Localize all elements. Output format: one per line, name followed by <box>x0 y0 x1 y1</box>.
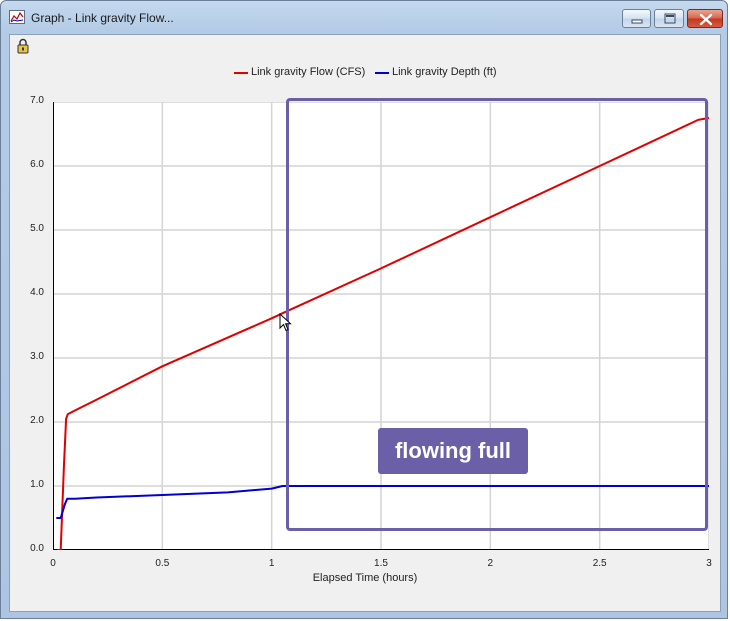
flowing-full-highlight <box>286 98 708 531</box>
series-line-flow <box>57 117 709 550</box>
x-tick-label: 2.5 <box>592 558 607 569</box>
x-tick-label: 2 <box>487 558 494 569</box>
minimize-button[interactable] <box>622 9 651 28</box>
x-tick-label: 1.5 <box>374 558 388 569</box>
close-icon <box>699 13 713 26</box>
x-tick-label: 0.5 <box>155 558 170 569</box>
series-line-depth <box>56 485 709 519</box>
x-tick-label: 3 <box>706 558 712 569</box>
x-tick-label: 1 <box>268 558 275 569</box>
legend-label-depth: Link gravity Depth (ft) <box>392 66 497 78</box>
legend-swatch-flow <box>234 72 248 74</box>
line-chart <box>53 102 709 550</box>
legend-label-flow: Link gravity Flow (CFS) <box>251 66 366 78</box>
x-axis-label: Elapsed Time (hours) <box>312 572 418 584</box>
y-tick-label: 4.0 <box>30 287 44 298</box>
maximize-icon <box>664 13 676 24</box>
y-tick-label: 0.0 <box>30 543 44 554</box>
y-tick-label: 3.0 <box>30 351 44 362</box>
graph-app-icon <box>9 10 25 24</box>
y-tick-label: 7.0 <box>30 95 44 106</box>
y-tick-label: 2.0 <box>30 415 44 426</box>
legend-swatch-depth <box>375 72 389 74</box>
y-tick-label: 6.0 <box>30 159 44 170</box>
graph-client-area: Link gravity Flow (CFS) Link gravity Dep… <box>9 34 721 612</box>
mouse-cursor-icon <box>279 313 292 332</box>
title-bar[interactable]: Graph - Link gravity Flow... <box>1 1 727 35</box>
y-tick-label: 5.0 <box>30 223 44 234</box>
minimize-icon <box>631 19 643 24</box>
flowing-full-label: flowing full <box>378 428 528 474</box>
chart-legend: Link gravity Flow (CFS) Link gravity Dep… <box>10 65 720 81</box>
x-tick-label: 0 <box>50 558 56 569</box>
maximize-button[interactable] <box>654 9 684 28</box>
lock-icon[interactable] <box>16 38 30 54</box>
plot-area[interactable] <box>53 102 709 550</box>
window-title: Graph - Link gravity Flow... <box>31 11 174 25</box>
y-tick-label: 1.0 <box>30 479 44 490</box>
close-button[interactable] <box>687 9 723 28</box>
